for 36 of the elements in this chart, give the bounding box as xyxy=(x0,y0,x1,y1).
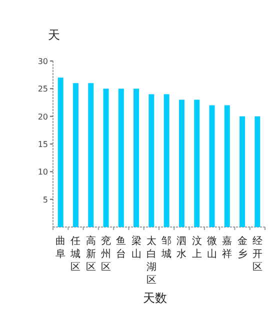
y-tick-label: 30 xyxy=(38,57,48,66)
bar xyxy=(209,105,215,227)
x-tick-label: 嘉祥 xyxy=(222,235,232,260)
x-tick-label: 邹城 xyxy=(160,235,172,260)
y-axis-title: 天 xyxy=(48,28,60,42)
x-tick-label: 任城区 xyxy=(70,236,81,273)
bar xyxy=(134,88,140,227)
y-tick-label: 15 xyxy=(38,140,48,149)
x-tick-label: 梁山 xyxy=(131,235,142,260)
y-tick-label: 5 xyxy=(42,195,48,204)
bar xyxy=(58,78,64,227)
x-tick-label: 曲阜 xyxy=(56,235,66,260)
y-tick-label: 20 xyxy=(38,112,48,122)
y-tick-label: 25 xyxy=(38,84,48,94)
x-axis-title: 天数 xyxy=(143,291,167,305)
x-tick-label: 兖州区 xyxy=(101,235,111,273)
x-tick-label: 泗水 xyxy=(176,235,187,260)
bar xyxy=(254,116,260,227)
bar xyxy=(103,88,109,227)
y-tick-label: 10 xyxy=(38,168,48,177)
bar xyxy=(118,88,124,227)
x-tick-label: 汶上 xyxy=(192,235,202,260)
bar xyxy=(164,94,170,227)
bar xyxy=(240,116,246,227)
bar xyxy=(88,83,94,227)
bar xyxy=(148,94,154,227)
x-tick-label: 金乡 xyxy=(237,235,248,260)
x-tick-label: 鱼台 xyxy=(116,235,126,260)
x-tick-label: 微山 xyxy=(207,236,217,260)
x-tick-label: 经开区 xyxy=(252,235,262,273)
bar xyxy=(72,83,78,227)
x-tick-label: 高新区 xyxy=(86,235,96,273)
x-tick-label: 太白湖区 xyxy=(146,235,156,286)
bar xyxy=(224,105,230,227)
bar xyxy=(194,100,200,227)
bar xyxy=(178,100,184,227)
